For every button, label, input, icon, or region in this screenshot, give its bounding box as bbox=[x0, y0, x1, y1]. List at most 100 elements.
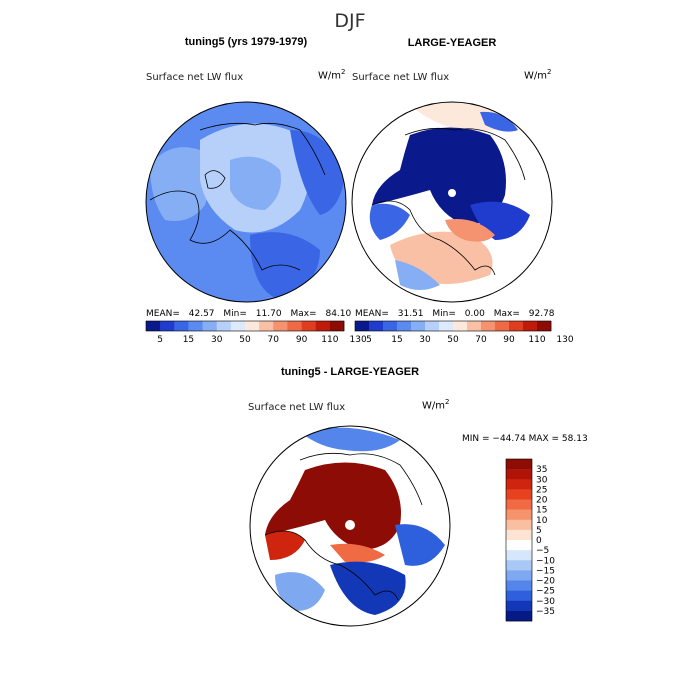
colorbar-2-swatch bbox=[509, 321, 524, 331]
colorbar-3-swatch bbox=[506, 509, 532, 521]
panel1-stats: MEAN= 42.57 Min= 11.70 Max= 84.10 bbox=[146, 309, 351, 319]
panel1-units-base: W/m bbox=[318, 70, 341, 82]
map2-coastline-a bbox=[371, 200, 496, 276]
colorbar-1-swatch bbox=[216, 321, 232, 331]
colorbar-3-tick-label: −25 bbox=[536, 587, 555, 597]
colorbar-3-swatch bbox=[506, 570, 532, 581]
panel2-variable: Surface net LW flux bbox=[352, 72, 450, 83]
panel1-min-label: Min= bbox=[223, 309, 247, 319]
colorbar-1-swatch bbox=[146, 321, 161, 331]
colorbar-2-tick-label: 70 bbox=[475, 335, 487, 345]
map3-region-red-ice bbox=[265, 462, 401, 550]
map2-region-blue-strip bbox=[395, 260, 440, 290]
colorbar-1-frame bbox=[145, 320, 345, 332]
panel3-minmax: MIN = −44.74 MAX = 58.13 bbox=[462, 434, 588, 444]
colorbar-1-tick-label: 50 bbox=[239, 335, 251, 345]
map3-boundary bbox=[249, 425, 451, 627]
map1-region-central bbox=[230, 156, 281, 210]
map2-region-blue-north bbox=[480, 111, 518, 132]
colorbar-3-swatch bbox=[506, 600, 532, 612]
panel2-mean-value: 31.51 bbox=[397, 309, 424, 319]
colorbar-1-tick-label: 15 bbox=[183, 335, 194, 345]
map2-region-ice bbox=[372, 127, 506, 225]
colorbar-3-swatch bbox=[506, 529, 532, 541]
map3-region-orange-band bbox=[330, 543, 385, 563]
panel1-min-value: 11.70 bbox=[255, 309, 282, 319]
colorbar-3-tick-label: −30 bbox=[536, 597, 555, 607]
colorbar-2-tick-label: 50 bbox=[447, 335, 459, 345]
colorbar-3-frame bbox=[505, 458, 533, 622]
colorbar-3-swatch bbox=[506, 489, 532, 500]
colorbar-2-swatch bbox=[369, 321, 384, 331]
panel1-variable: Surface net LW flux bbox=[146, 72, 244, 83]
map1-coastline-b bbox=[199, 122, 326, 176]
colorbar-1-swatch bbox=[174, 321, 189, 331]
colorbar-1-tick-label: 5 bbox=[157, 335, 163, 345]
panel2-header: LARGE-YEAGER bbox=[407, 37, 497, 49]
colorbar-1-swatch bbox=[301, 321, 317, 331]
map3-region-blue-south bbox=[330, 561, 406, 615]
colorbar-3-swatch bbox=[506, 469, 532, 480]
map1-boundary bbox=[145, 101, 347, 303]
panel1-mean-label: MEAN= bbox=[146, 309, 180, 319]
panel3-units: W/m2 bbox=[422, 398, 449, 411]
colorbar-2-swatch bbox=[383, 321, 398, 331]
map3-pole-hole bbox=[345, 520, 355, 530]
colorbar-2-swatch bbox=[481, 321, 496, 331]
colorbar-1-tick-label: 90 bbox=[296, 335, 308, 345]
panel3-header: tuning5 - LARGE-YEAGER bbox=[280, 366, 420, 378]
colorbar-1-swatch bbox=[245, 321, 260, 331]
colorbar-2: 5 15 30 50 70 90 110 130 bbox=[354, 320, 574, 345]
map3 bbox=[249, 425, 451, 627]
colorbar-1-tick-label: 130 bbox=[350, 335, 367, 345]
colorbar-3-swatch bbox=[506, 550, 532, 561]
colorbar-2-swatch bbox=[523, 321, 538, 331]
colorbar-1-swatch bbox=[287, 321, 302, 331]
colorbar-2-swatch bbox=[439, 321, 454, 331]
panel2-max-value: 92.78 bbox=[528, 309, 555, 319]
panel1-max-value: 84.10 bbox=[325, 309, 352, 319]
map1-coastline-a bbox=[149, 190, 301, 271]
map2-region-red-band bbox=[445, 219, 495, 242]
panel3-units-exponent: 2 bbox=[445, 398, 450, 406]
panel1-max-label: Max= bbox=[290, 309, 317, 319]
map3-region-blue-southwest bbox=[275, 572, 325, 611]
colorbar-3-swatch bbox=[506, 580, 532, 591]
colorbar-2-swatch bbox=[467, 321, 482, 331]
colorbar-3-tick-label: −15 bbox=[536, 566, 555, 576]
colorbar-1-swatch bbox=[230, 321, 246, 331]
colorbar-2-swatch bbox=[397, 321, 412, 331]
colorbar-2-swatch bbox=[495, 321, 510, 331]
panel1-mean-value: 42.57 bbox=[188, 309, 215, 319]
map1 bbox=[145, 101, 347, 303]
colorbar-3-swatch bbox=[506, 560, 532, 571]
colorbar-3-swatch bbox=[506, 610, 532, 622]
map2-pole-hole bbox=[448, 189, 456, 197]
colorbar-3-swatch bbox=[506, 540, 532, 551]
map3-coastline-b bbox=[299, 452, 423, 506]
map3-region-red-west bbox=[265, 531, 305, 560]
colorbar-3-tick-label: 15 bbox=[536, 506, 547, 516]
colorbar-1-swatch bbox=[329, 321, 345, 331]
colorbar-3-tick-label: −35 bbox=[536, 607, 555, 617]
colorbar-1: 5 15 30 50 70 90 110 130 bbox=[145, 320, 367, 345]
map1-region-south bbox=[250, 232, 320, 300]
colorbar-3-tick-label: 5 bbox=[536, 526, 542, 536]
panel2-units-exponent: 2 bbox=[547, 68, 552, 76]
colorbar-1-tick-label: 70 bbox=[268, 335, 280, 345]
colorbar-1-tick-label: 30 bbox=[211, 335, 223, 345]
colorbar-3-swatch bbox=[506, 459, 532, 470]
map2-field bbox=[352, 102, 552, 302]
colorbar-2-tick-label: 5 bbox=[366, 335, 372, 345]
map3-region-blue-east bbox=[395, 524, 445, 566]
panel3-units-base: W/m bbox=[422, 400, 445, 412]
map2 bbox=[351, 101, 553, 303]
map1-coastline-c bbox=[204, 170, 226, 189]
map3-field bbox=[250, 426, 450, 626]
panel2-units-base: W/m bbox=[524, 70, 547, 82]
colorbar-3-tick-label: 20 bbox=[536, 496, 548, 506]
colorbar-3-tick-label: −20 bbox=[536, 577, 555, 587]
map2-coastline-b bbox=[404, 127, 526, 181]
